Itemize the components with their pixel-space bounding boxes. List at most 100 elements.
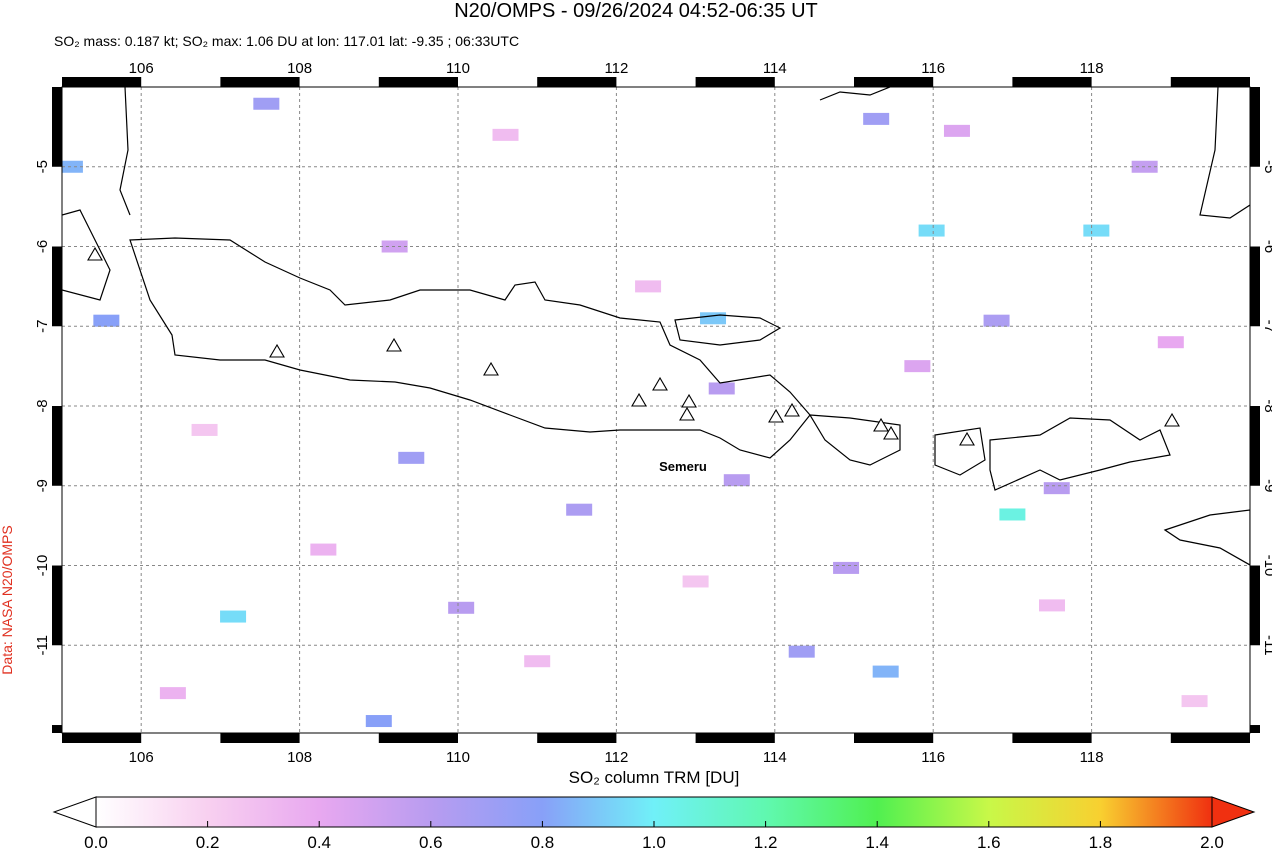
so2-pixel	[62, 160, 83, 173]
volcano	[679, 406, 695, 421]
so2-pixel	[1157, 336, 1184, 349]
so2-pixel	[999, 508, 1026, 521]
so2-pixel	[723, 474, 750, 487]
volcano	[959, 431, 975, 446]
coastline	[819, 87, 891, 101]
colorbar-tick-label: 0.2	[196, 833, 220, 852]
y-tick-label: -9	[34, 479, 51, 492]
y-tick-label: -7	[34, 320, 51, 333]
volcano	[768, 408, 784, 423]
colorbar-tick-label: 1.6	[977, 833, 1001, 852]
colorbar-tick-label: 0.8	[531, 833, 555, 852]
frame-bar	[378, 733, 458, 743]
so2-pixel	[1181, 695, 1208, 708]
volcano	[784, 402, 800, 417]
x-tick-label: 108	[287, 60, 312, 77]
volcano	[652, 376, 668, 391]
so2-pixel	[863, 112, 890, 125]
frame-bar	[537, 77, 617, 87]
colorbar-tick-label: 2.0	[1200, 833, 1224, 852]
frame-bar	[220, 733, 300, 743]
frame-bar	[1250, 565, 1260, 646]
plot-border	[61, 86, 1251, 734]
frame-bar	[695, 733, 775, 743]
frame-bar	[854, 77, 934, 87]
y-tick-label: -8	[34, 399, 51, 412]
frame-bar	[1250, 406, 1260, 486]
frame-bar	[695, 77, 775, 87]
y-tick-label: -6	[34, 240, 51, 253]
volcano	[269, 343, 285, 358]
frame-bar	[62, 77, 142, 87]
frame-bar	[1250, 246, 1260, 327]
x-tick-label: 114	[763, 60, 787, 77]
x-tick-label: 106	[129, 749, 154, 766]
so2-pixel	[635, 280, 662, 293]
frame-bar	[52, 406, 62, 486]
x-tick-label: 118	[1080, 749, 1104, 766]
colorbar-tick-label: 0.4	[307, 833, 331, 852]
x-tick-label: 110	[446, 749, 470, 766]
y-tick-label: -7	[1261, 320, 1272, 333]
so2-pixel	[918, 224, 945, 237]
so2-pixel	[1043, 482, 1070, 495]
coastline	[989, 417, 1171, 491]
so2-pixel	[943, 124, 970, 137]
x-tick-label: 106	[129, 60, 154, 77]
colorbar-arrow-high	[1211, 796, 1256, 828]
colorbar-arrow-low	[52, 796, 97, 828]
x-tick-label: 116	[921, 60, 945, 77]
so2-pixel	[365, 715, 392, 728]
so2-pixel	[159, 687, 186, 700]
y-tick-label: -8	[1261, 399, 1272, 412]
y-tick-label: -5	[34, 160, 51, 173]
so2-layer	[62, 97, 1208, 728]
x-tick-label: 114	[763, 749, 787, 766]
title: N20/OMPS - 09/26/2024 04:52-06:35 UT	[454, 0, 818, 22]
x-tick-label: 108	[287, 749, 312, 766]
so2-pixel	[253, 97, 280, 110]
colorbar-tick-label: 0.0	[84, 833, 108, 852]
subtitle: SO₂ mass: 0.187 kt; SO₂ max: 1.06 DU at …	[54, 33, 519, 49]
so2-pixel	[983, 314, 1010, 327]
frame: 106 106 108 108 110 110 112 112 114 114 116 116 118 1…	[34, 60, 1272, 766]
coastlines	[62, 87, 1250, 566]
coastline	[674, 314, 782, 346]
y-tick-label: -11	[34, 635, 51, 656]
frame-bar	[537, 733, 617, 743]
colorbar-tick-label: 1.4	[865, 833, 889, 852]
volcano	[883, 425, 899, 440]
coastline	[62, 209, 111, 301]
colorbar-label: SO₂ column TRM [DU]	[569, 768, 740, 787]
frame-bar	[854, 733, 934, 743]
coastline	[1163, 509, 1250, 566]
coastline	[1199, 87, 1250, 219]
frame-bar	[1250, 725, 1260, 733]
volcanoes	[87, 246, 1180, 446]
coastline	[129, 237, 811, 459]
coastline	[808, 414, 901, 466]
colorbar: 0.0 0.2 0.4 0.6 0.8 1.0 1.2 1.4 1.6 1.8 2.0	[52, 796, 1256, 852]
x-tick-label: 112	[604, 60, 628, 77]
so2-pixel	[700, 312, 727, 325]
y-tick-label: -10	[34, 555, 51, 577]
coastline	[119, 87, 131, 216]
coastline	[934, 427, 986, 476]
frame-bar	[52, 565, 62, 646]
frame-bar	[1250, 87, 1260, 167]
colorbar-tick-label: 1.2	[754, 833, 778, 852]
so2-pixel	[93, 314, 120, 327]
volcano	[1164, 412, 1180, 427]
y-tick-label: -11	[1261, 635, 1272, 656]
frame-bar	[378, 77, 458, 87]
so2-pixel	[448, 601, 475, 614]
frame-bar	[1170, 77, 1250, 87]
volcano	[873, 417, 889, 432]
frame-bar	[220, 77, 300, 87]
frame-bar	[52, 246, 62, 327]
so2-pixel	[872, 665, 899, 678]
so2-pixel	[904, 360, 931, 373]
colorbar-tick-label: 1.0	[642, 833, 666, 852]
colorbar-tick-label: 1.8	[1089, 833, 1113, 852]
